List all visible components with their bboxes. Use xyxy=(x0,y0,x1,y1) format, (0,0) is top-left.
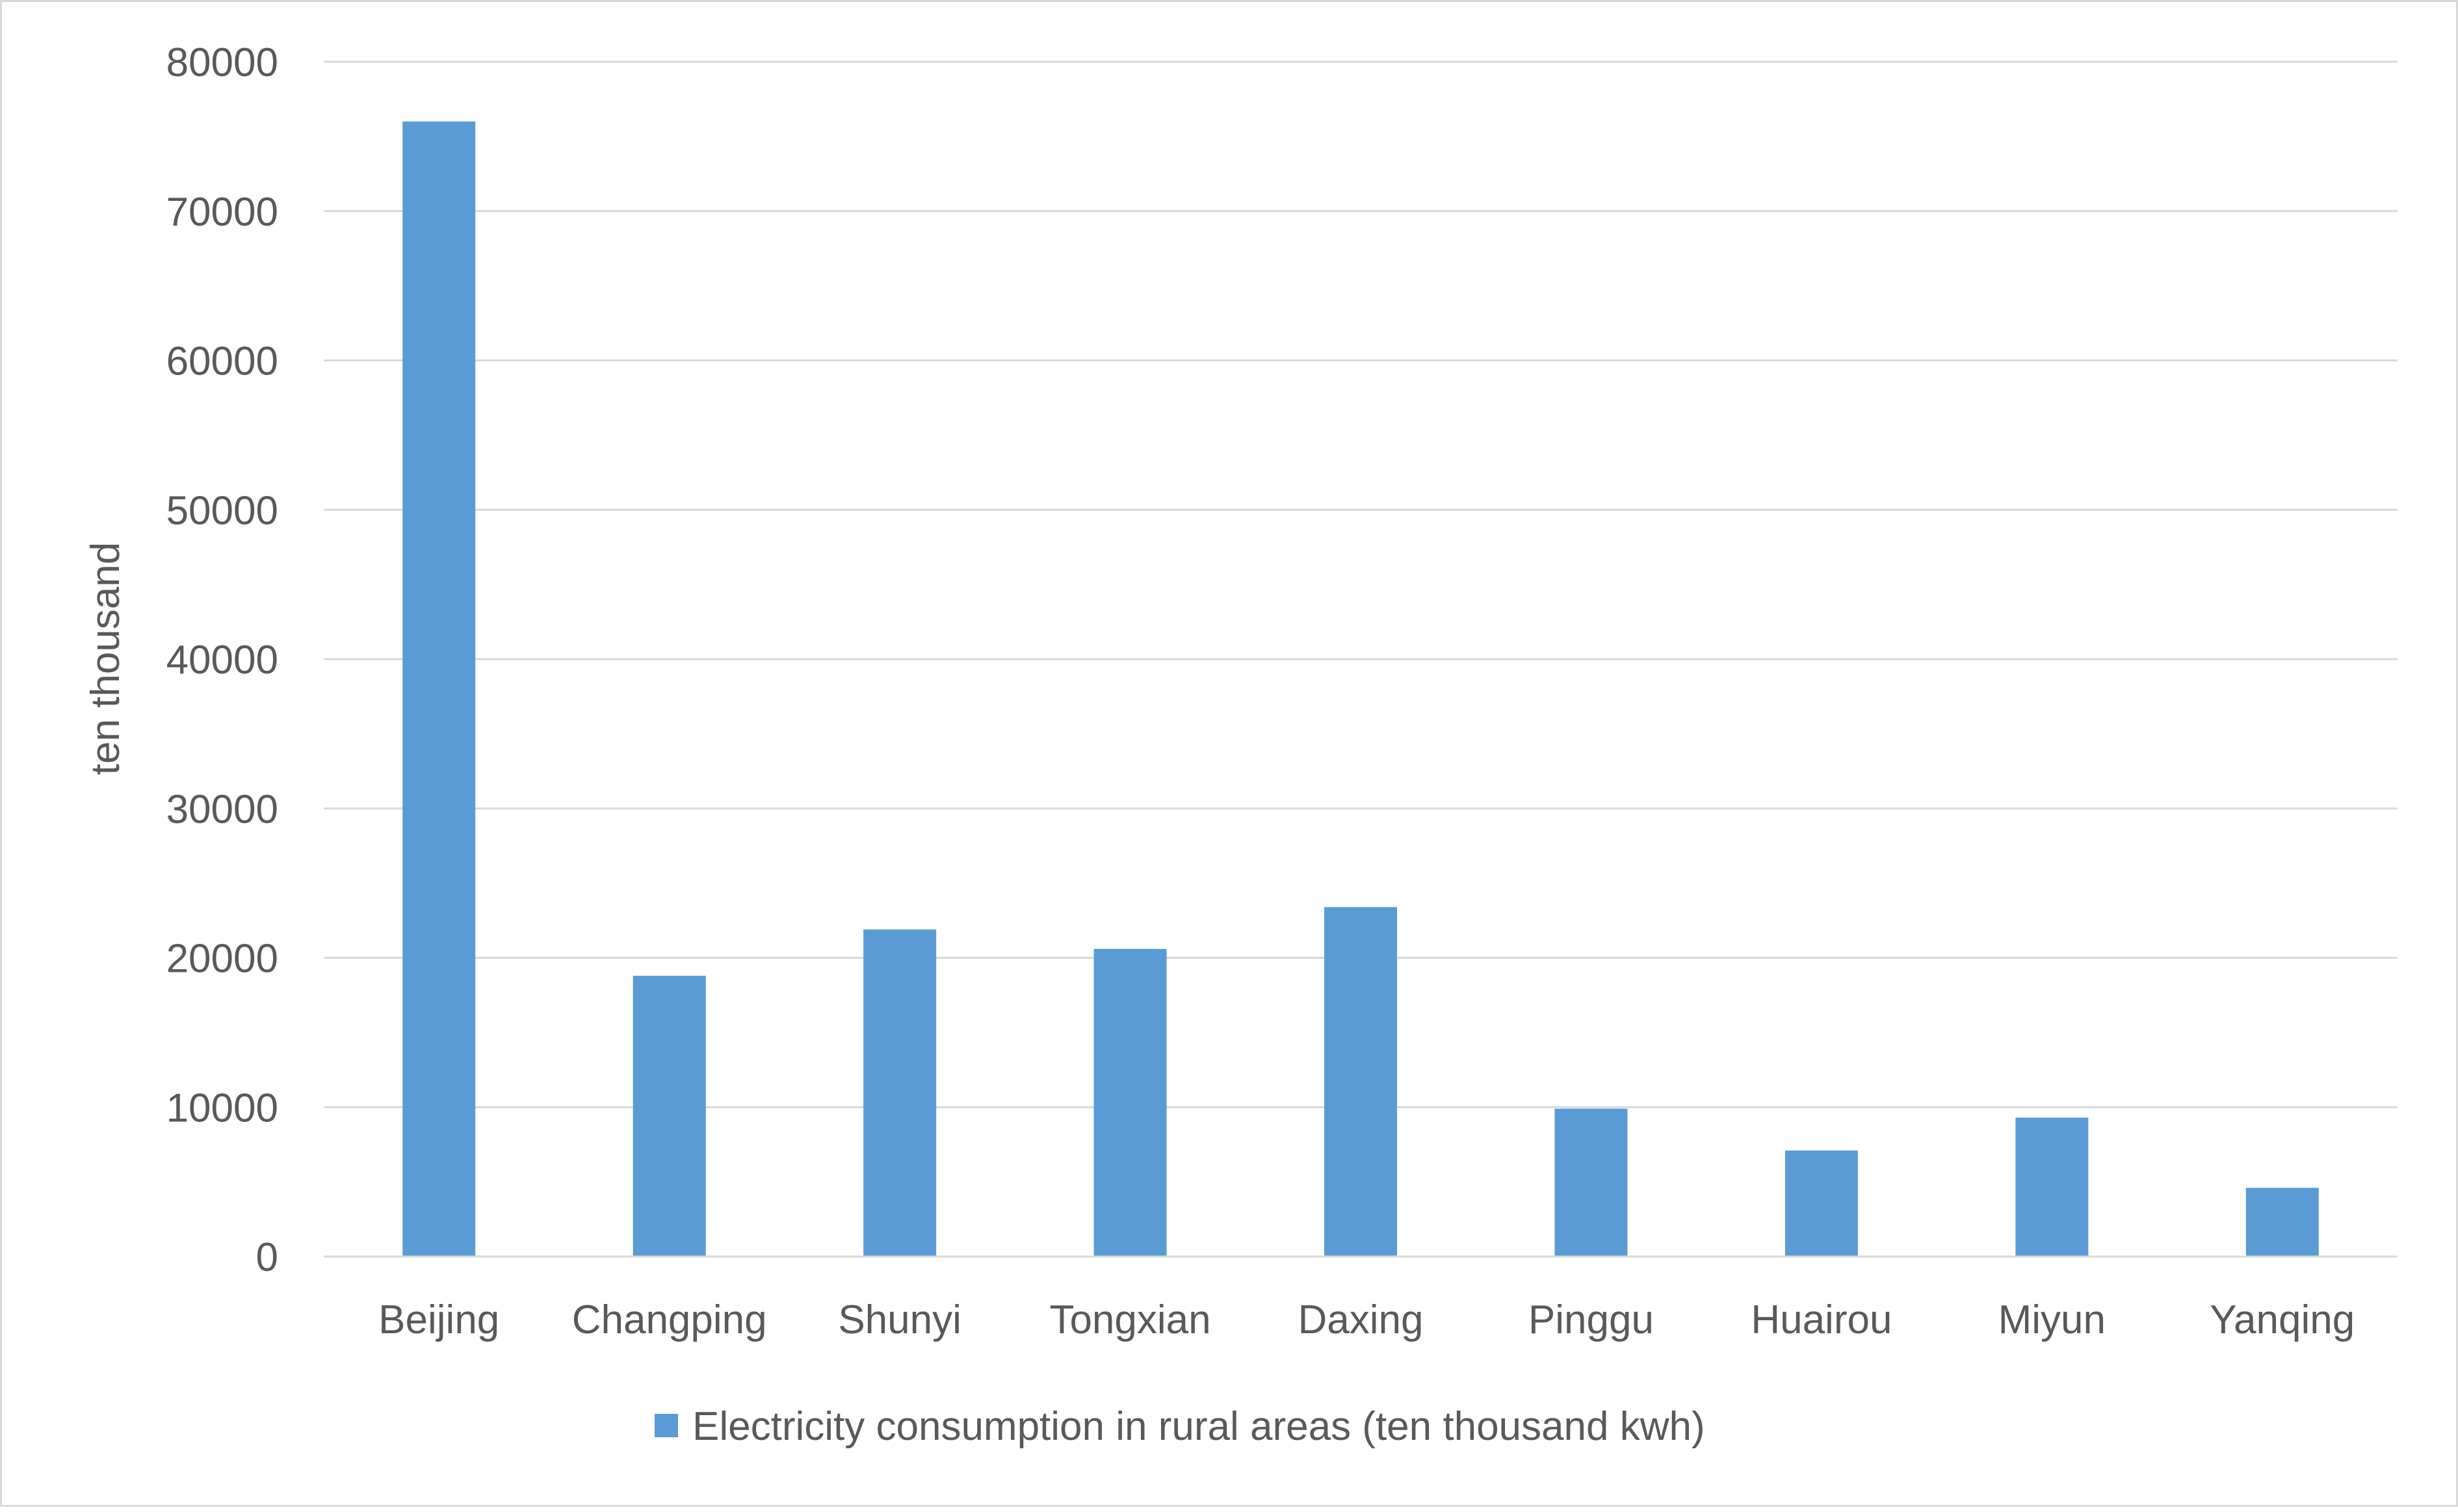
x-tick-label: Changping xyxy=(572,1297,767,1342)
bar-shunyi[interactable] xyxy=(863,929,937,1257)
x-tick-label: Shunyi xyxy=(838,1297,961,1342)
x-tick-label: Huairou xyxy=(1751,1297,1892,1342)
bar-daxing[interactable] xyxy=(1324,907,1397,1257)
y-tick-label: 80000 xyxy=(166,40,278,85)
bar-pinggu[interactable] xyxy=(1554,1108,1628,1257)
legend[interactable]: Electricity consumption in rural areas (… xyxy=(655,1404,1705,1449)
x-tick-label: Daxing xyxy=(1298,1297,1424,1342)
bar-huairou[interactable] xyxy=(1785,1150,1858,1257)
y-tick-label: 10000 xyxy=(166,1086,278,1130)
bar-tongxian[interactable] xyxy=(1093,948,1167,1257)
legend-label: Electricity consumption in rural areas (… xyxy=(692,1404,1705,1449)
bar-beijing[interactable] xyxy=(402,121,476,1257)
bar-yanqing[interactable] xyxy=(2245,1188,2319,1257)
y-tick-label: 70000 xyxy=(166,190,278,235)
x-tick-label: Pinggu xyxy=(1528,1297,1654,1342)
x-tick-label: Yanqing xyxy=(2210,1297,2355,1342)
y-tick-label: 20000 xyxy=(166,937,278,982)
x-tick-label: Beijing xyxy=(378,1297,499,1342)
y-tick-label: 40000 xyxy=(166,638,278,683)
x-tick-label: Tongxian xyxy=(1049,1297,1210,1342)
y-tick-label: 60000 xyxy=(166,339,278,384)
y-tick-label: 50000 xyxy=(166,488,278,533)
y-tick-label: 30000 xyxy=(166,787,278,832)
bar-miyun[interactable] xyxy=(2015,1117,2089,1257)
bar-changping[interactable] xyxy=(633,976,706,1257)
legend-swatch xyxy=(655,1414,678,1437)
y-tick-label: 0 xyxy=(256,1235,278,1280)
axes: 0 10000 20000 30000 40000 50000 60000 70000 8000… xyxy=(166,40,2398,1342)
bars xyxy=(402,121,2319,1257)
y-axis-title: ten thousand xyxy=(83,542,128,776)
x-tick-label: Miyun xyxy=(1998,1297,2106,1342)
